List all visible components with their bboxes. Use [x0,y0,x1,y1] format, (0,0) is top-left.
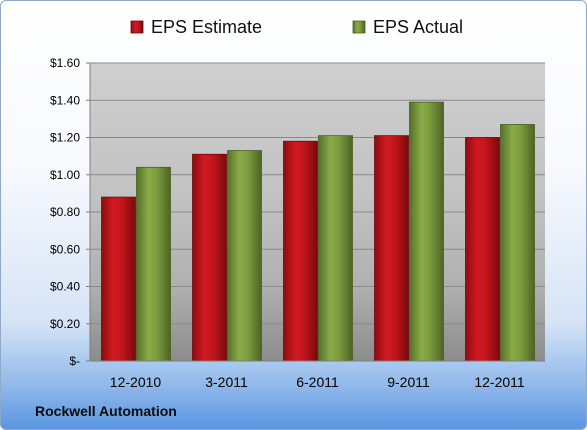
y-tick-label: $1.00 [50,168,80,182]
y-tick-label: $1.60 [50,56,80,70]
bar-eps-estimate [374,135,409,362]
y-tick-label: $1.40 [50,93,80,107]
bar-eps-estimate [465,137,500,362]
bar-eps-actual [318,135,353,362]
bar-eps-estimate [192,153,227,362]
y-tick-label: $0.60 [50,242,80,256]
x-tick-label: 12-2011 [474,374,525,390]
bar-eps-actual [500,124,535,362]
bars [101,101,535,362]
bar-eps-actual [409,101,444,362]
y-tick-label: $- [69,354,80,368]
x-tick-label: 9-2011 [387,374,430,390]
x-tick-label: 12-2010 [110,374,162,390]
y-tick-label: $0.80 [50,205,80,219]
legend-label-actual: EPS Actual [373,17,463,37]
bar-eps-estimate [283,140,318,362]
y-axis: $- $0.20 $0.40 $0.60 $0.80 $1.00 $1.20 $1.40 $1.… [50,56,91,368]
y-tick-label: $1.20 [50,131,80,145]
bar-eps-estimate [101,196,136,362]
x-axis: 12-2010 3-2011 6-2011 9-2011 12-2011 [90,360,545,390]
y-tick-label: $0.20 [50,317,80,331]
bar-eps-actual [227,150,262,362]
bar-eps-actual [136,166,171,362]
y-tick-label: $0.40 [50,280,80,294]
legend-label-estimate: EPS Estimate [151,17,262,37]
x-tick-label: 6-2011 [296,374,339,390]
legend-swatch-estimate [130,20,144,34]
legend: EPS Estimate EPS Actual [130,17,463,37]
legend-swatch-actual [352,20,366,34]
x-tick-label: 3-2011 [205,374,248,390]
company-name: Rockwell Automation [35,403,177,419]
